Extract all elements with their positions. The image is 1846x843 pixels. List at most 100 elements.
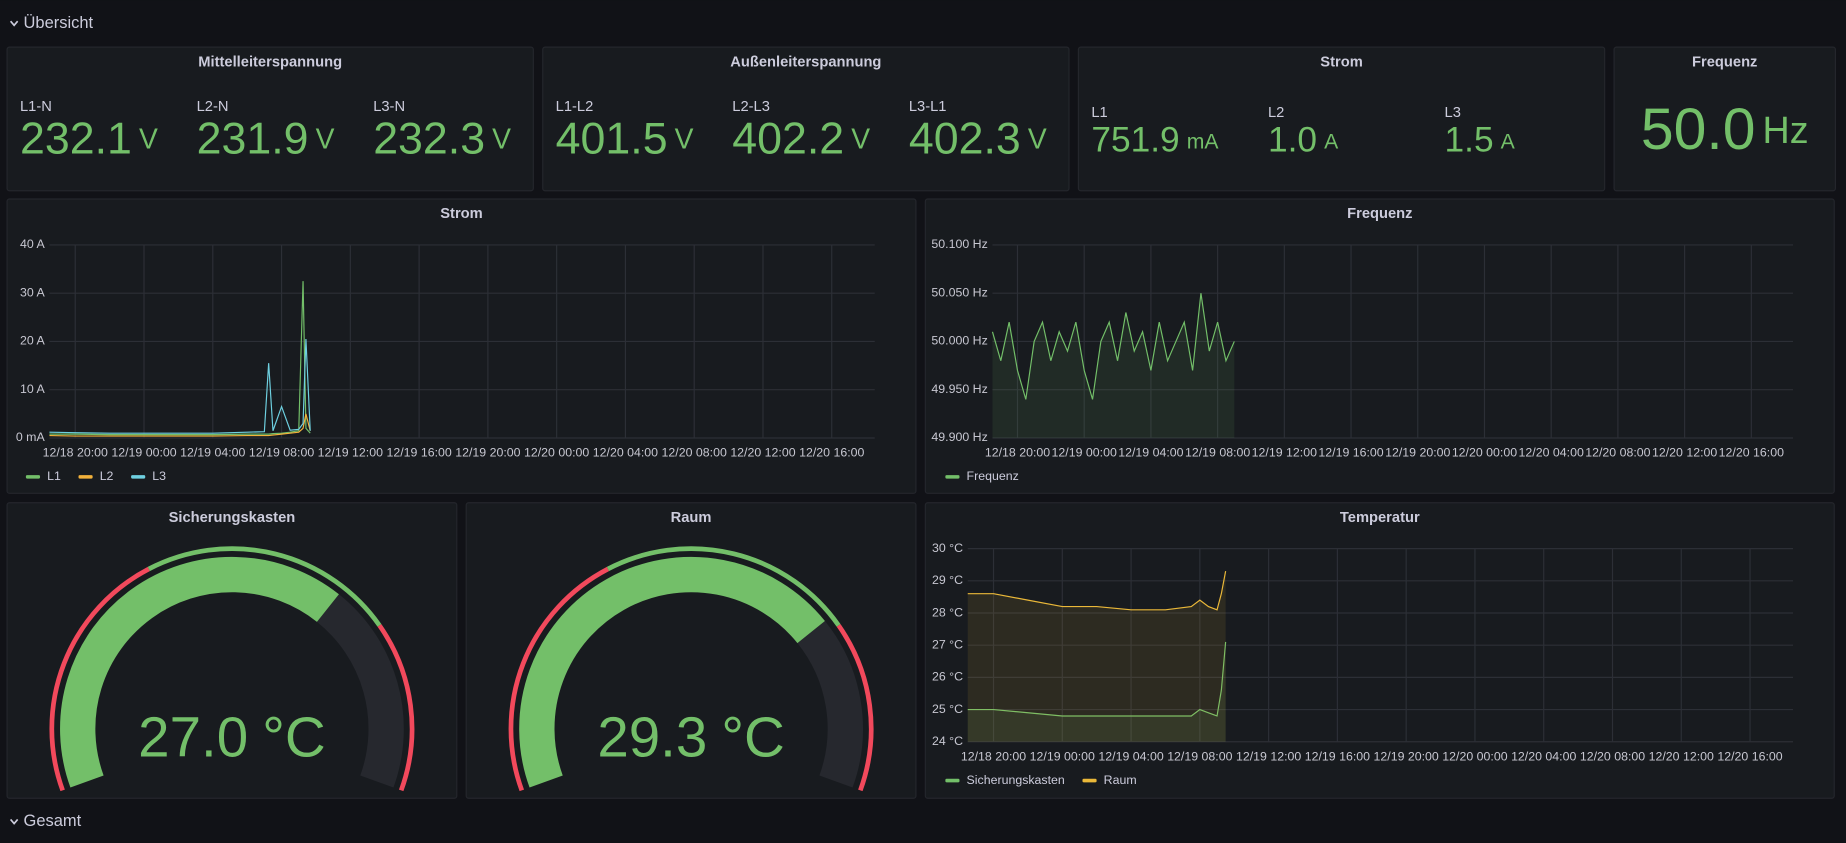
- row-chevron[interactable]: [9, 20, 19, 27]
- x-tick-label: 12/20 16:00: [1719, 446, 1784, 460]
- y-tick-label: 24 °C: [932, 734, 963, 748]
- y-tick-label: 50.100 Hz: [931, 237, 987, 251]
- row-chevron[interactable]: [9, 818, 19, 825]
- y-tick-label: 30 °C: [932, 541, 963, 555]
- x-tick-label: 12/19 00:00: [1030, 749, 1095, 763]
- stat-number: 232.3: [373, 114, 485, 163]
- threshold-arc: [606, 546, 841, 627]
- y-tick-label: 50.000 Hz: [931, 334, 987, 348]
- series-line: [967, 641, 1227, 717]
- legend-swatch: [78, 475, 93, 479]
- stat-label: L3-N: [373, 99, 405, 115]
- panel: [465, 502, 917, 799]
- x-tick-label: 12/19 04:00: [180, 446, 245, 460]
- x-tick-label: 12/20 12:00: [1652, 446, 1717, 460]
- x-tick-label: 12/18 20:00: [961, 749, 1026, 763]
- row-title[interactable]: Gesamt: [24, 812, 82, 830]
- y-tick-label: 0 mA: [16, 430, 46, 444]
- stat-number: 751.9: [1091, 121, 1179, 160]
- threshold-arc: [147, 546, 382, 627]
- gauge-unit: °C: [262, 706, 325, 769]
- panel-title: Außenleiterspannung: [730, 54, 881, 70]
- y-tick-label: 49.900 Hz: [931, 430, 987, 444]
- threshold-arc: [836, 624, 874, 792]
- stat-unit: A: [1324, 130, 1339, 153]
- stat-unit: V: [851, 123, 870, 155]
- x-tick-label: 12/20 08:00: [1580, 749, 1645, 763]
- x-tick-label: 12/19 04:00: [1118, 446, 1183, 460]
- gauge-value: 29.3 °C: [597, 706, 785, 769]
- stat-label: L3-L1: [909, 99, 947, 115]
- legend-label: Frequenz: [967, 469, 1019, 483]
- gauge-value-arc: [519, 556, 825, 788]
- legend-label: Raum: [1104, 773, 1137, 787]
- stat-number: 402.2: [732, 114, 844, 163]
- threshold-arc: [377, 624, 415, 792]
- gauge-track: [797, 620, 863, 788]
- legend-label: L2: [100, 469, 114, 483]
- x-tick-label: 12/19 16:00: [1305, 749, 1370, 763]
- x-tick-label: 12/20 04:00: [1511, 749, 1576, 763]
- x-tick-label: 12/20 08:00: [1585, 446, 1650, 460]
- stat-value: 1.0 A: [1268, 121, 1339, 160]
- x-tick-label: 12/20 08:00: [662, 446, 727, 460]
- stat-number: 231.9: [197, 114, 309, 163]
- gauge-value-arc: [60, 556, 339, 788]
- stat-label: L2-N: [197, 99, 229, 115]
- x-tick-label: 12/20 00:00: [524, 446, 589, 460]
- stat-label: L1-N: [20, 99, 52, 115]
- y-tick-label: 25 °C: [932, 702, 963, 716]
- stat-value: 1.5 A: [1445, 121, 1516, 160]
- legend-label: L3: [152, 469, 166, 483]
- stat-number: 50.0: [1641, 97, 1756, 162]
- y-tick-label: 29 °C: [932, 573, 963, 587]
- panel-title: Frequenz: [1347, 206, 1412, 222]
- legend-swatch: [945, 778, 960, 783]
- panel-title: Mittelleiterspannung: [198, 54, 342, 70]
- gauge-track: [316, 594, 404, 788]
- stat-number: 1.5: [1445, 121, 1494, 160]
- panel: [1613, 46, 1836, 192]
- stat-value: 402.3 V: [909, 114, 1047, 163]
- y-tick-label: 30 A: [20, 285, 45, 299]
- legend-swatch: [25, 475, 41, 479]
- stat-value: 402.2 V: [732, 114, 870, 163]
- stat-number: 232.1: [20, 114, 132, 163]
- legend-label: L1: [47, 469, 61, 483]
- x-tick-label: 12/19 00:00: [111, 446, 176, 460]
- x-tick-label: 12/20 16:00: [1717, 749, 1782, 763]
- series-fill: [967, 571, 1226, 742]
- legend-swatch: [131, 475, 146, 479]
- stat-value: 50.0 Hz: [1641, 97, 1809, 162]
- stat-unit: V: [139, 123, 158, 155]
- threshold-arc: [508, 566, 609, 792]
- stat-label: L2: [1268, 105, 1284, 121]
- series-line: [967, 571, 1227, 611]
- stat-label: L3: [1445, 105, 1461, 121]
- stat-value: 401.5 V: [556, 114, 694, 163]
- panel-title: Temperatur: [1340, 510, 1420, 526]
- panel: [924, 502, 1835, 799]
- y-tick-label: 50.050 Hz: [931, 285, 987, 299]
- x-tick-label: 12/19 12:00: [318, 446, 383, 460]
- x-tick-label: 12/19 12:00: [1236, 749, 1301, 763]
- stat-number: 401.5: [556, 114, 668, 163]
- x-tick-label: 12/20 00:00: [1442, 749, 1507, 763]
- row-title[interactable]: Übersicht: [24, 14, 94, 32]
- y-tick-label: 10 A: [20, 382, 45, 396]
- stat-label: L1-L2: [556, 99, 594, 115]
- gauge-unit: °C: [721, 706, 784, 769]
- stat-value: 232.3 V: [373, 114, 511, 163]
- stat-value: 751.9 mA: [1091, 121, 1219, 160]
- panel: [924, 198, 1835, 494]
- stat-unit: V: [675, 123, 694, 155]
- x-tick-label: 12/18 20:00: [985, 446, 1050, 460]
- panel-title: Sicherungskasten: [169, 510, 296, 526]
- y-tick-label: 20 A: [20, 334, 45, 348]
- threshold-arc: [49, 566, 150, 792]
- series-line: [49, 339, 311, 434]
- x-tick-label: 12/19 20:00: [1385, 446, 1450, 460]
- x-tick-label: 12/20 12:00: [1649, 749, 1714, 763]
- panel-title: Strom: [440, 206, 482, 222]
